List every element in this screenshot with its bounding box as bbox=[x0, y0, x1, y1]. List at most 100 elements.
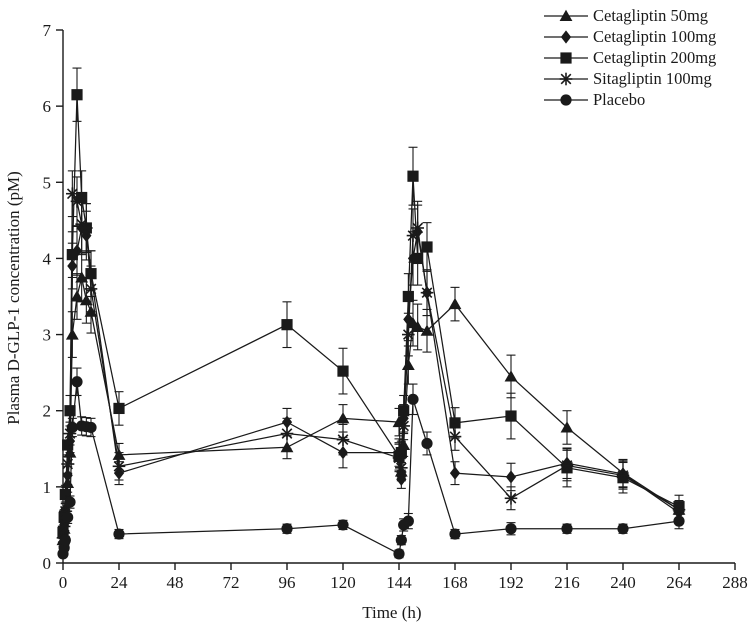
cetagliptin-200mg-square-marker bbox=[71, 89, 83, 101]
cetagliptin-200mg-square-marker bbox=[395, 446, 407, 459]
placebo-circle-marker bbox=[337, 519, 349, 531]
legend-item-cetagliptin-200mg: Cetagliptin 200mg bbox=[543, 47, 716, 68]
legend-label: Placebo bbox=[593, 89, 646, 109]
placebo-circle-marker bbox=[64, 496, 76, 508]
y-tick-label: 0 bbox=[43, 554, 52, 573]
sitagliptin-100mg-star-marker bbox=[392, 451, 406, 465]
cetagliptin-200mg-legend-square-marker bbox=[560, 51, 572, 64]
placebo-circle-marker bbox=[113, 528, 125, 540]
cetagliptin-50mg-legend-triangle-marker bbox=[559, 9, 573, 21]
sitagliptin-100mg-star-marker bbox=[406, 229, 420, 242]
cetagliptin-50mg-triangle-marker bbox=[401, 358, 415, 371]
x-tick-label: 120 bbox=[330, 573, 356, 592]
x-tick-label: 0 bbox=[59, 573, 68, 592]
cetagliptin-200mg-square-marker bbox=[402, 290, 414, 303]
legend-label: Sitagliptin 100mg bbox=[593, 68, 712, 88]
legend-item-cetagliptin-100mg: Cetagliptin 100mg bbox=[543, 26, 716, 47]
x-tick-label: 240 bbox=[610, 573, 636, 592]
cetagliptin-200mg-square-marker bbox=[407, 170, 419, 182]
y-tick-label: 2 bbox=[43, 402, 52, 421]
y-axis-title: Plasma D-GLP-1 concentration (pM) bbox=[4, 171, 23, 425]
placebo-circle-marker bbox=[395, 534, 407, 546]
placebo-circle-marker bbox=[402, 515, 414, 527]
sitagliptin-100mg-star-marker bbox=[84, 282, 98, 296]
placebo-circle-marker bbox=[505, 523, 517, 535]
cetagliptin-50mg-triangle-marker bbox=[448, 297, 462, 310]
placebo-circle-marker bbox=[59, 534, 71, 546]
cetagliptin-200mg-square-marker bbox=[398, 405, 410, 417]
cetagliptin-50mg-triangle-marker bbox=[65, 328, 79, 340]
placebo-circle-marker bbox=[561, 523, 573, 535]
sitagliptin-100mg-star-marker bbox=[80, 221, 93, 235]
placebo-line bbox=[62, 381, 680, 555]
y-tick-label: 6 bbox=[43, 97, 52, 116]
cetagliptin-50mg-triangle-marker bbox=[70, 290, 84, 302]
cetagliptin-50mg-triangle-marker bbox=[79, 294, 93, 306]
cetagliptin-200mg-square-marker bbox=[113, 402, 125, 415]
sitagliptin-100mg-star-marker bbox=[336, 433, 350, 446]
sitagliptin-100mg-star-marker bbox=[402, 328, 415, 341]
x-tick-label: 168 bbox=[442, 573, 468, 592]
sitagliptin-100mg-star-marker bbox=[411, 221, 424, 235]
cetagliptin-50mg-line bbox=[62, 277, 680, 541]
placebo-circle-marker bbox=[71, 376, 83, 388]
sitagliptin-100mg-star-marker bbox=[61, 457, 74, 471]
x-tick-label: 24 bbox=[111, 573, 129, 592]
x-tick-label: 96 bbox=[279, 573, 296, 592]
cetagliptin-200mg-square-marker bbox=[337, 365, 349, 377]
sitagliptin-100mg-star-marker bbox=[112, 459, 126, 473]
x-tick-label: 144 bbox=[386, 573, 412, 592]
sitagliptin-100mg-legend-glyph bbox=[544, 72, 588, 85]
sitagliptin-100mg-star-marker bbox=[448, 430, 462, 443]
sitagliptin-100mg-star-marker bbox=[280, 427, 294, 440]
sitagliptin-100mg-star-marker bbox=[504, 491, 518, 505]
cetagliptin-100mg-diamond-marker bbox=[505, 470, 517, 484]
placebo-circle-marker bbox=[421, 437, 433, 450]
cetagliptin-100mg-line bbox=[62, 226, 680, 537]
placebo-circle-marker bbox=[393, 548, 405, 560]
x-tick-label: 72 bbox=[223, 573, 240, 592]
placebo-circle-marker bbox=[673, 515, 685, 527]
cetagliptin-100mg-diamond-marker bbox=[449, 466, 461, 480]
legend-item-cetagliptin-50mg: Cetagliptin 50mg bbox=[543, 5, 716, 26]
cetagliptin-50mg-legend-glyph bbox=[544, 9, 588, 21]
placebo-circle-marker bbox=[449, 528, 461, 540]
sitagliptin-100mg-star-marker bbox=[395, 461, 408, 475]
y-tick-label: 1 bbox=[43, 478, 52, 497]
cetagliptin-200mg-square-marker bbox=[421, 241, 433, 253]
cetagliptin-50mg-triangle-marker bbox=[560, 421, 574, 433]
y-tick-label: 4 bbox=[43, 249, 52, 268]
x-tick-label: 216 bbox=[554, 573, 580, 592]
cetagliptin-50mg-triangle-marker bbox=[504, 370, 518, 382]
cetagliptin-50mg-triangle-marker bbox=[420, 324, 434, 336]
x-tick-label: 48 bbox=[167, 573, 184, 592]
sitagliptin-100mg-star-marker bbox=[70, 195, 84, 208]
x-tick-label: 264 bbox=[666, 573, 692, 592]
legend: Cetagliptin 50mg Cetagliptin 100mg Cetagli… bbox=[543, 5, 716, 110]
cetagliptin-200mg-square-marker bbox=[281, 319, 293, 331]
sitagliptin-100mg-star-marker bbox=[420, 286, 434, 299]
x-axis-title: Time (h) bbox=[362, 603, 422, 622]
legend-label: Cetagliptin 100mg bbox=[593, 26, 717, 46]
legend-label: Cetagliptin 200mg bbox=[593, 47, 717, 67]
sitagliptin-100mg-star-marker bbox=[66, 187, 79, 201]
placebo-circle-marker bbox=[407, 393, 419, 405]
placebo-circle-marker bbox=[85, 421, 97, 434]
cetagliptin-200mg-legend-glyph bbox=[544, 51, 588, 64]
cetagliptin-100mg-legend-glyph bbox=[544, 29, 588, 44]
y-tick-label: 5 bbox=[43, 173, 52, 192]
placebo-circle-marker bbox=[617, 523, 629, 535]
cetagliptin-50mg-triangle-marker bbox=[336, 412, 350, 424]
placebo-legend-circle-marker bbox=[560, 93, 572, 106]
cetagliptin-100mg-diamond-marker bbox=[396, 472, 407, 486]
sitagliptin-100mg-star-marker bbox=[616, 469, 630, 482]
x-tick-label: 192 bbox=[498, 573, 524, 592]
cetagliptin-100mg-legend-diamond-marker bbox=[560, 29, 572, 44]
legend-item-placebo: Placebo bbox=[543, 89, 716, 110]
y-tick-label: 3 bbox=[43, 326, 52, 345]
placebo-circle-marker bbox=[281, 523, 293, 535]
legend-item-sitagliptin-100mg: Sitagliptin 100mg bbox=[543, 68, 716, 89]
placebo-circle-marker bbox=[62, 511, 74, 523]
